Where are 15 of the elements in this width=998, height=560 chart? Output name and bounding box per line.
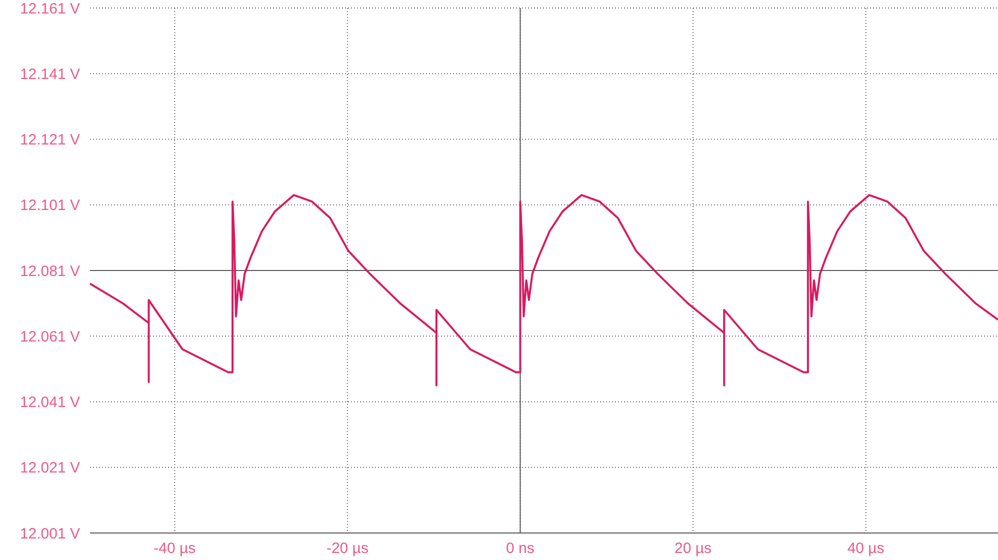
y-tick-label: 12.121 V [20,132,80,148]
x-tick-label: -40 µs [154,540,196,557]
y-tick-label: 12.061 V [20,328,80,346]
y-tick-label: 12.081 V [20,262,80,280]
y-tick-label: 12.161 V [20,0,80,18]
y-tick-label: 12.101 V [20,197,80,214]
x-tick-label: 0 ns [506,540,534,557]
x-tick-label: -20 µs [326,540,368,557]
y-tick-label: 12.001 V [20,525,80,542]
y-tick-label: 12.141 V [20,66,80,83]
y-tick-label: 12.041 V [20,394,80,411]
y-tick-label: 12.021 V [20,460,80,477]
line-series [89,194,998,386]
x-tick-label: 20 µs [674,540,712,557]
x-tick-label: 40 µs [847,540,884,557]
